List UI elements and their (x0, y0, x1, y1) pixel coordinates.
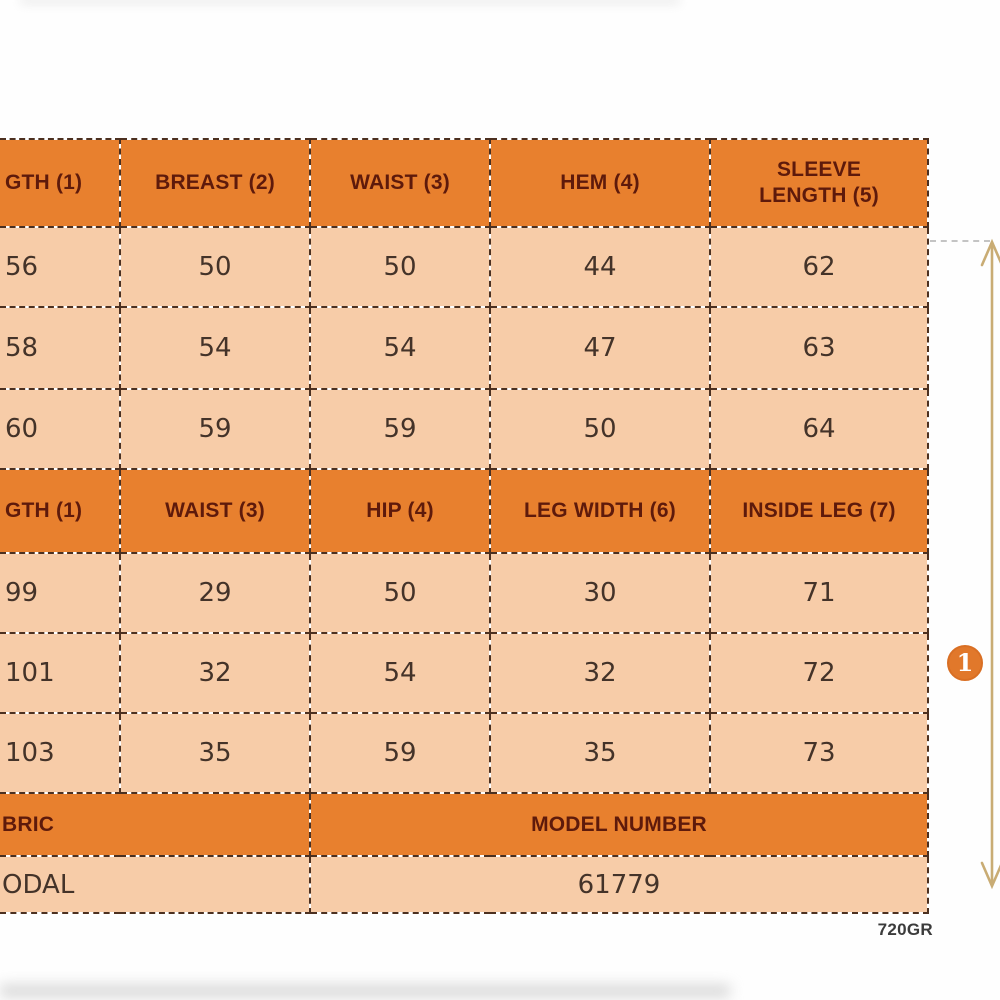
table-cell: 63 (709, 306, 929, 390)
table-cell: 50 (489, 388, 711, 470)
col-header-length: GTH (1) (0, 138, 121, 228)
table-cell: 59 (119, 388, 311, 470)
fabric-model-header-row: BRIC MODEL NUMBER (0, 792, 929, 857)
table-cell: 50 (119, 226, 311, 308)
col-header-breast: BREAST (2) (119, 138, 311, 228)
table-cell: 35 (119, 712, 311, 794)
table-cell: 29 (119, 552, 311, 634)
table-cell: 50 (309, 552, 491, 634)
model-number-value: 61779 (309, 855, 929, 914)
table-cell: 59 (309, 388, 491, 470)
arrowhead-down-icon (980, 861, 1000, 890)
col-header-sleeve-length-label: SLEEVE LENGTH (5) (759, 157, 879, 207)
photo-edge-smudge-top (20, 0, 680, 4)
col-header-leg-width: LEG WIDTH (6) (489, 468, 711, 554)
length-measure-arrow (980, 238, 1000, 890)
table-cell: 32 (119, 632, 311, 714)
lower-size-row-3: 103 35 59 35 73 (0, 712, 929, 794)
col-header-hip: HIP (4) (309, 468, 491, 554)
table-cell: 56 (0, 226, 121, 308)
measure-point-1-badge: 1 (947, 645, 983, 681)
col-header-inside-leg: INSIDE LEG (7) (709, 468, 929, 554)
table-cell: 54 (309, 632, 491, 714)
table-cell: 30 (489, 552, 711, 634)
table-cell: 99 (0, 552, 121, 634)
col-header-length-2: GTH (1) (0, 468, 121, 554)
dashed-connector-line (930, 240, 990, 242)
table-cell: 101 (0, 632, 121, 714)
weight-label: 720GR (877, 920, 933, 939)
table-cell: 103 (0, 712, 121, 794)
fabric-value: ODAL (0, 855, 311, 914)
table-cell: 59 (309, 712, 491, 794)
table-cell: 50 (309, 226, 491, 308)
table-cell: 35 (489, 712, 711, 794)
table-cell: 60 (0, 388, 121, 470)
upper-size-row-2: 58 54 54 47 63 (0, 306, 929, 390)
fabric-model-value-row: ODAL 61779 (0, 855, 929, 914)
col-header-hem: HEM (4) (489, 138, 711, 228)
photo-edge-smudge-bottom (0, 985, 730, 997)
table-cell: 44 (489, 226, 711, 308)
table-cell: 73 (709, 712, 929, 794)
lower-size-row-1: 99 29 50 30 71 (0, 552, 929, 634)
lower-size-row-2: 101 32 54 32 72 (0, 632, 929, 714)
fabric-header: BRIC (0, 792, 311, 857)
upper-size-row-1: 56 50 50 44 62 (0, 226, 929, 308)
lower-header-row: GTH (1) WAIST (3) HIP (4) LEG WIDTH (6) … (0, 468, 929, 554)
table-cell: 58 (0, 306, 121, 390)
col-header-sleeve-length: SLEEVE LENGTH (5) (709, 138, 929, 228)
table-cell: 71 (709, 552, 929, 634)
table-cell: 54 (119, 306, 311, 390)
table-cell: 62 (709, 226, 929, 308)
table-cell: 54 (309, 306, 491, 390)
table-cell: 47 (489, 306, 711, 390)
col-header-waist-2: WAIST (3) (119, 468, 311, 554)
upper-header-row: GTH (1) BREAST (2) WAIST (3) HEM (4) SLE… (0, 138, 929, 228)
model-number-header: MODEL NUMBER (309, 792, 929, 857)
arrowhead-up-icon (980, 238, 1000, 267)
col-header-waist: WAIST (3) (309, 138, 491, 228)
table-cell: 72 (709, 632, 929, 714)
size-chart-table: GTH (1) BREAST (2) WAIST (3) HEM (4) SLE… (0, 138, 929, 914)
upper-size-row-3: 60 59 59 50 64 (0, 388, 929, 470)
table-cell: 32 (489, 632, 711, 714)
table-cell: 64 (709, 388, 929, 470)
